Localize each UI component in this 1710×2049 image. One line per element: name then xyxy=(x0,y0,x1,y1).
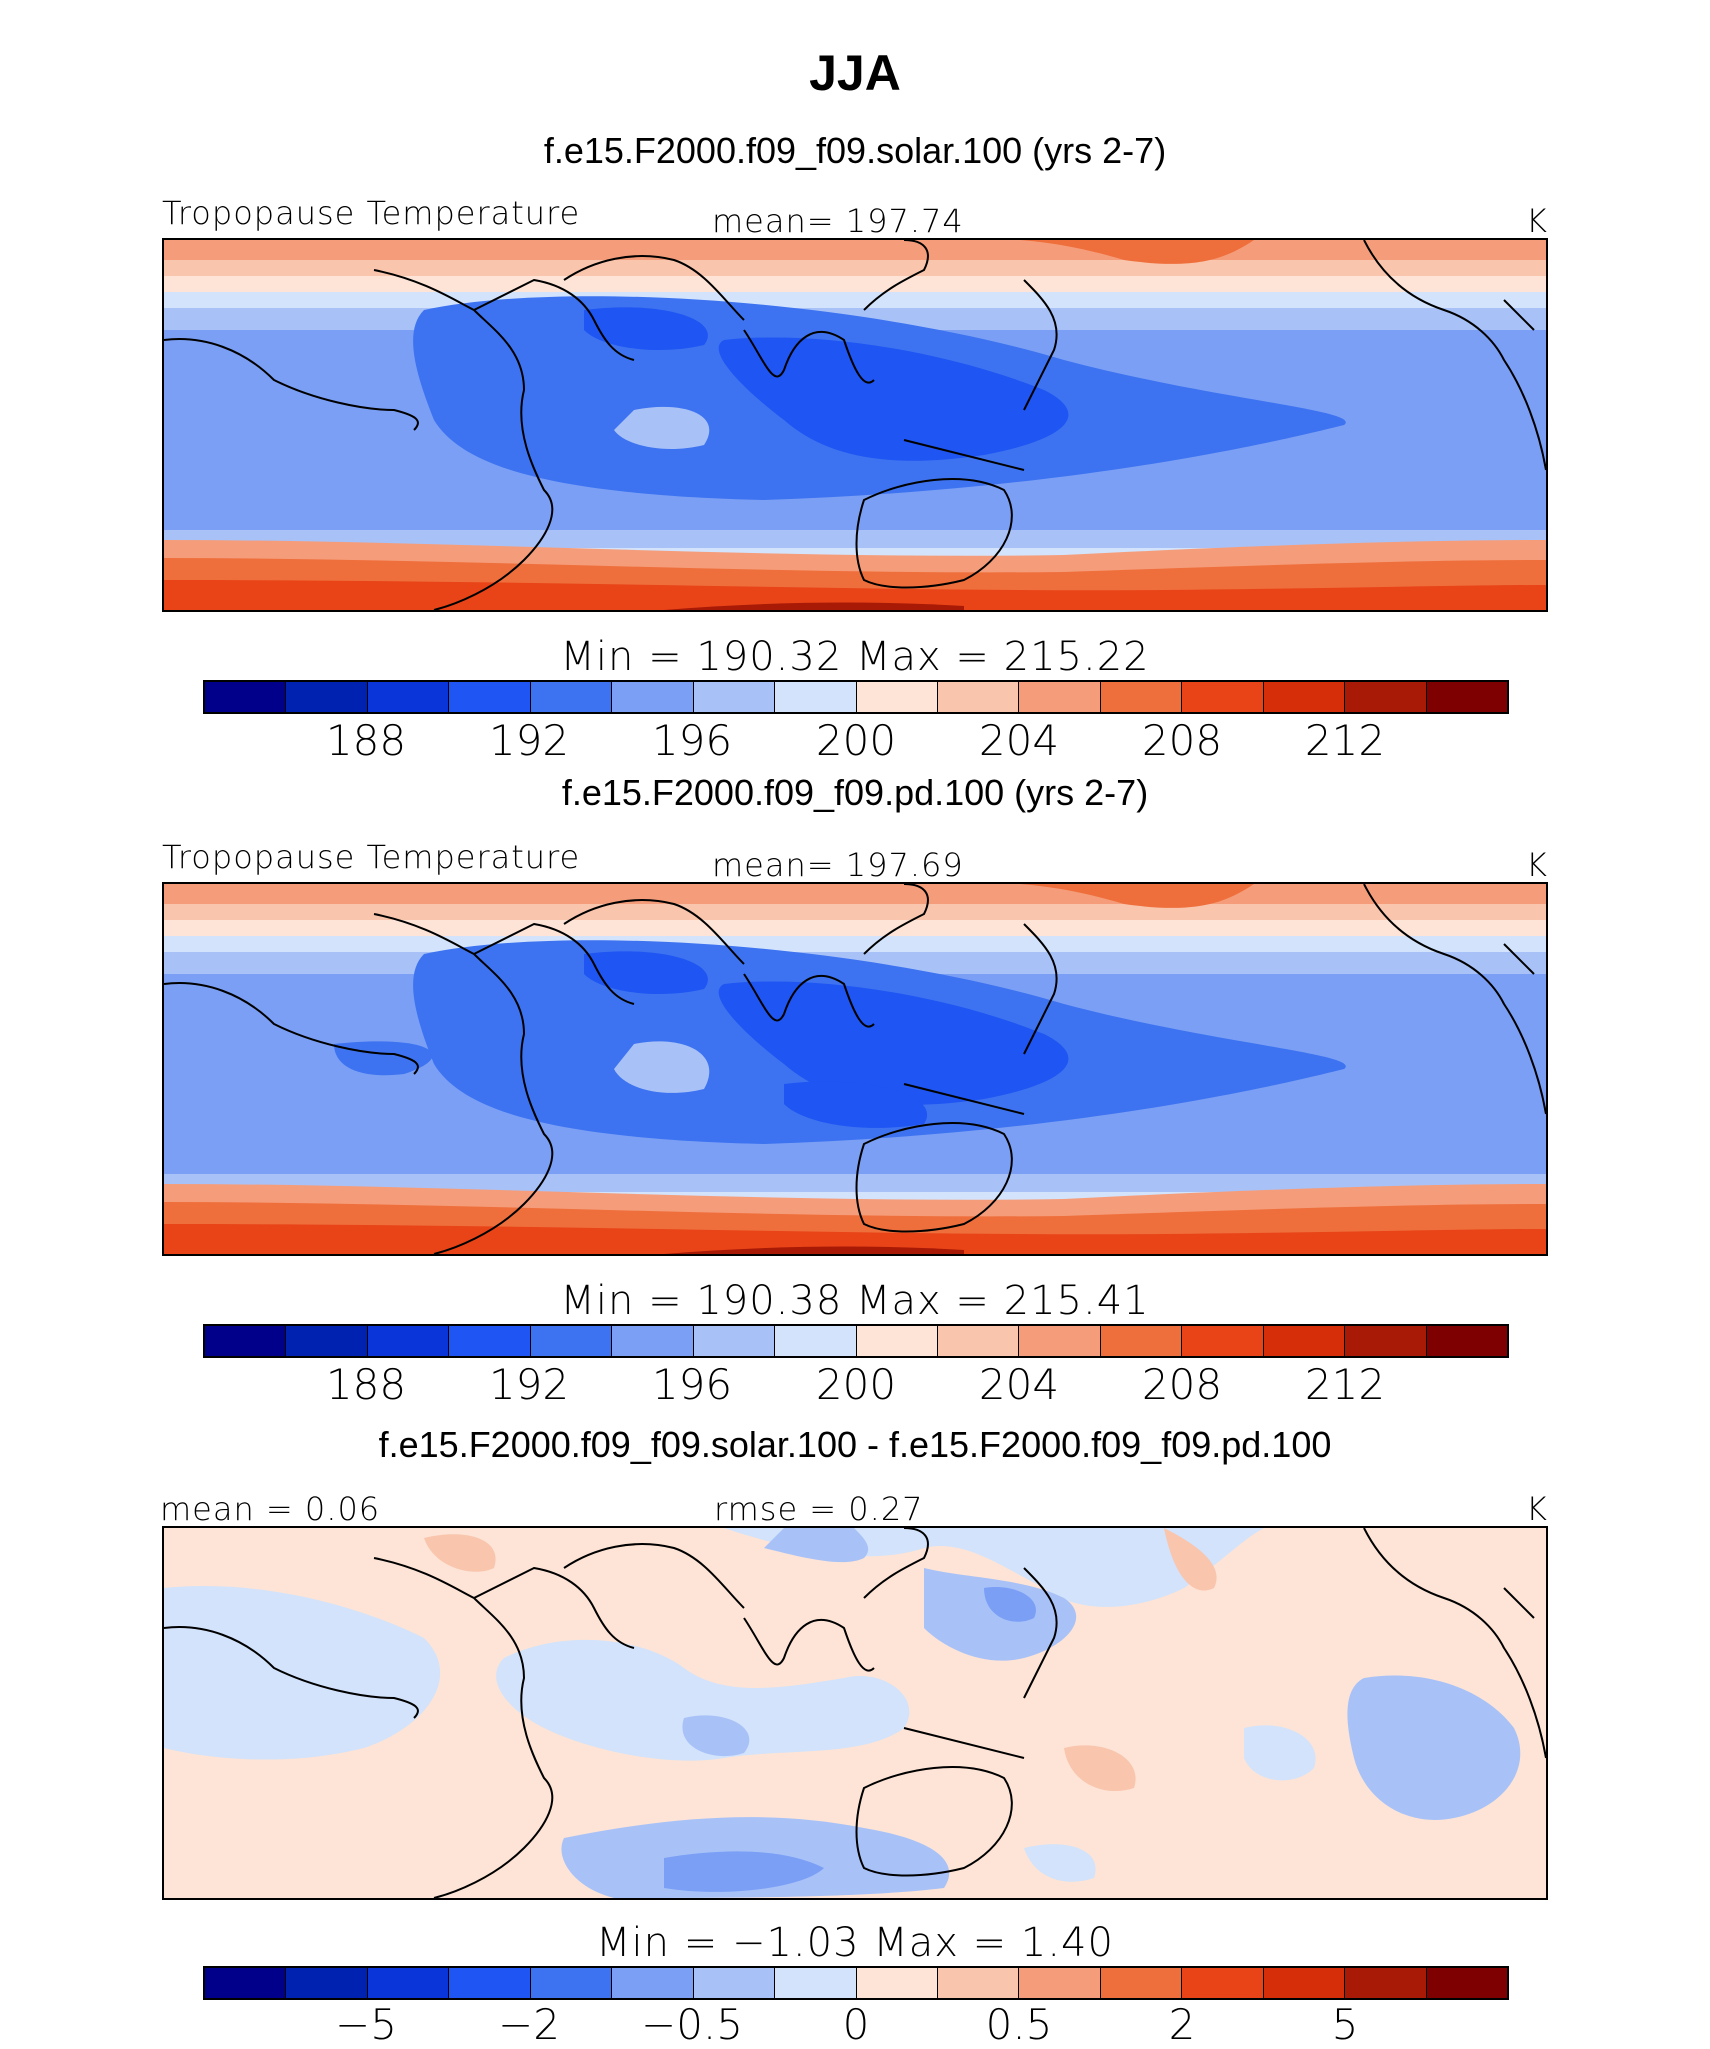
colorbar-box xyxy=(1019,1326,1101,1356)
colorbar-box xyxy=(693,1968,776,1998)
colorbar-box xyxy=(1426,1326,1507,1356)
colorbar-box xyxy=(612,1968,694,1998)
panel-2-colorbar-tick: 196 xyxy=(651,1360,733,1409)
panel-1-mean-label: mean= 197.74 xyxy=(712,202,964,240)
colorbar-box xyxy=(1345,682,1427,712)
colorbar-box xyxy=(530,1968,613,1998)
colorbar-box xyxy=(286,682,368,712)
panel-2-variable-label: Tropopause Temperature xyxy=(162,838,581,876)
colorbar-box xyxy=(286,1326,368,1356)
colorbar-box xyxy=(693,682,776,712)
panel-1-colorbar xyxy=(203,680,1509,714)
colorbar-box xyxy=(367,1326,450,1356)
colorbar-box xyxy=(205,1326,287,1356)
colorbar-box xyxy=(530,1326,613,1356)
colorbar-box xyxy=(367,1968,450,1998)
panel-3-minmax: Min = −1.03 Max = 1.40 xyxy=(596,1920,1114,1966)
panel-3-mean-label: mean = 0.06 xyxy=(160,1490,381,1528)
panel-2-mean-label: mean= 197.69 xyxy=(712,846,964,884)
panel-2-colorbar-tick: 204 xyxy=(978,1360,1060,1409)
colorbar-box xyxy=(937,1326,1020,1356)
panel-3-colorbar-tick: 0 xyxy=(842,2000,870,2049)
colorbar-box xyxy=(775,1968,857,1998)
colorbar-box xyxy=(693,1326,776,1356)
panel-2-colorbar-tick: 200 xyxy=(815,1360,897,1409)
panel-2-colorbar-tick: 188 xyxy=(325,1360,407,1409)
colorbar-box xyxy=(612,1326,694,1356)
colorbar-box xyxy=(775,682,857,712)
panel-1-colorbar-tick: 188 xyxy=(325,716,407,765)
colorbar-box xyxy=(449,1968,531,1998)
panel-3-colorbar-tick: −2 xyxy=(498,2000,560,2049)
panel-2-colorbar-tick: 212 xyxy=(1304,1360,1386,1409)
colorbar-box xyxy=(856,682,938,712)
panel-1-map-field xyxy=(164,240,1546,610)
panel-1-minmax: Min = 190.32 Max = 215.22 xyxy=(560,634,1150,680)
colorbar-box xyxy=(856,1968,938,1998)
colorbar-box xyxy=(856,1326,938,1356)
colorbar-box xyxy=(775,1326,857,1356)
colorbar-box xyxy=(1345,1968,1427,1998)
panel-2-minmax: Min = 190.38 Max = 215.41 xyxy=(560,1278,1150,1324)
colorbar-box xyxy=(1345,1326,1427,1356)
colorbar-box xyxy=(205,682,287,712)
panel-1-map xyxy=(162,238,1548,612)
colorbar-box xyxy=(937,682,1020,712)
colorbar-box xyxy=(449,682,531,712)
colorbar-box xyxy=(1263,1968,1346,1998)
colorbar-box xyxy=(205,1968,287,1998)
figure-title: JJA xyxy=(809,45,901,101)
colorbar-box xyxy=(1019,682,1101,712)
colorbar-box xyxy=(1263,682,1346,712)
panel-3-case-title: f.e15.F2000.f09_f09.solar.100 - f.e15.F2… xyxy=(378,1424,1332,1465)
panel-1-colorbar-tick: 196 xyxy=(651,716,733,765)
colorbar-box xyxy=(1100,1326,1183,1356)
panel-2-case-title: f.e15.F2000.f09_f09.pd.100 (yrs 2-7) xyxy=(561,772,1149,813)
panel-3-colorbar-tick: 2 xyxy=(1168,2000,1196,2049)
colorbar-box xyxy=(1182,1326,1264,1356)
colorbar-box xyxy=(367,682,450,712)
colorbar-box xyxy=(1263,1326,1346,1356)
colorbar-box xyxy=(937,1968,1020,1998)
panel-3-colorbar-tick: 5 xyxy=(1331,2000,1359,2049)
panel-3-colorbar xyxy=(203,1966,1509,2000)
panel-1-colorbar-tick: 192 xyxy=(488,716,570,765)
colorbar-box xyxy=(1426,682,1507,712)
colorbar-box xyxy=(1100,682,1183,712)
panel-2-map-field xyxy=(164,884,1546,1254)
panel-1-colorbar-tick: 204 xyxy=(978,716,1060,765)
panel-2-colorbar xyxy=(203,1324,1509,1358)
panel-1-case-title: f.e15.F2000.f09_f09.solar.100 (yrs 2-7) xyxy=(543,130,1167,171)
panel-1-colorbar-tick: 212 xyxy=(1304,716,1386,765)
panel-3-colorbar-tick: 0.5 xyxy=(985,2000,1053,2049)
colorbar-box xyxy=(612,682,694,712)
colorbar-box xyxy=(1426,1968,1507,1998)
panel-2-units-label: K xyxy=(1526,846,1548,884)
panel-3-units-label: K xyxy=(1526,1490,1548,1528)
colorbar-box xyxy=(1182,682,1264,712)
panel-3-colorbar-tick: −0.5 xyxy=(641,2000,743,2049)
panel-3-map-field xyxy=(164,1528,1546,1898)
panel-1-colorbar-tick: 200 xyxy=(815,716,897,765)
colorbar-box xyxy=(286,1968,368,1998)
colorbar-box xyxy=(449,1326,531,1356)
panel-1-variable-label: Tropopause Temperature xyxy=(162,194,581,232)
colorbar-box xyxy=(1019,1968,1101,1998)
colorbar-box xyxy=(1100,1968,1183,1998)
panel-1-units-label: K xyxy=(1526,202,1548,240)
panel-3-map xyxy=(162,1526,1548,1900)
panel-2-map xyxy=(162,882,1548,1256)
panel-3-colorbar-tick: −5 xyxy=(335,2000,397,2049)
panel-3-rmse-label: rmse = 0.27 xyxy=(714,1490,924,1528)
panel-2-colorbar-tick: 192 xyxy=(488,1360,570,1409)
colorbar-box xyxy=(1182,1968,1264,1998)
panel-1-colorbar-tick: 208 xyxy=(1141,716,1223,765)
colorbar-box xyxy=(530,682,613,712)
panel-2-colorbar-tick: 208 xyxy=(1141,1360,1223,1409)
